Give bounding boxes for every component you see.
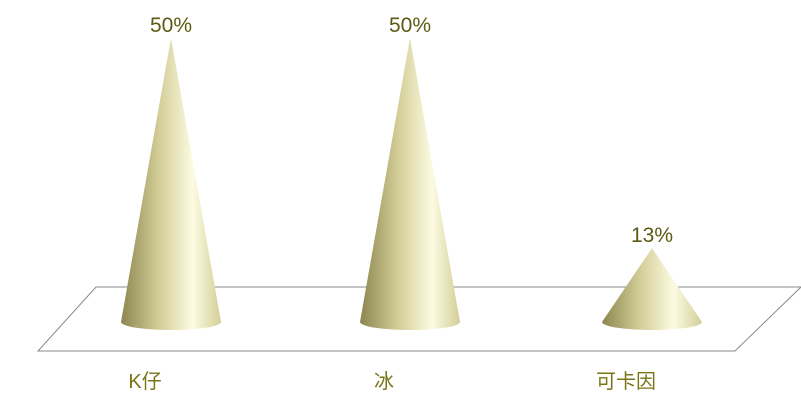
chart-marks: 50% K仔 50% 冰 13% 可卡因	[121, 14, 702, 393]
cone-bar	[121, 38, 221, 330]
data-label: 50%	[389, 14, 431, 37]
category-label: K仔	[128, 370, 161, 391]
data-label: 50%	[150, 14, 192, 37]
cone-bar	[360, 38, 460, 330]
category-label: 可卡因	[596, 370, 656, 391]
chart-floor	[36, 286, 801, 352]
category-label: 冰	[374, 370, 394, 391]
data-label: 13%	[631, 224, 673, 247]
cone-bar	[602, 248, 702, 330]
